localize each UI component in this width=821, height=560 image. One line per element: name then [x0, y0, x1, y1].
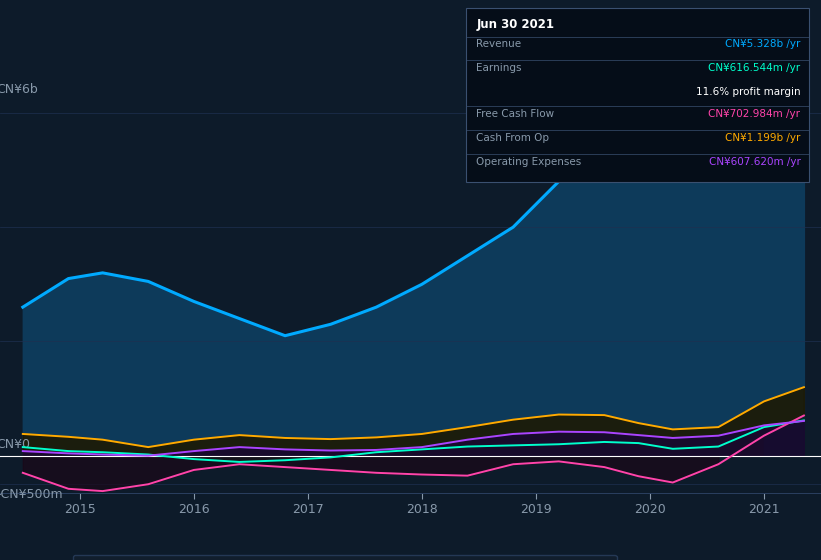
Text: CN¥616.544m /yr: CN¥616.544m /yr — [709, 63, 800, 73]
Text: CN¥1.199b /yr: CN¥1.199b /yr — [725, 133, 800, 143]
Text: 11.6% profit margin: 11.6% profit margin — [696, 87, 800, 97]
Text: Revenue: Revenue — [476, 39, 521, 49]
Text: Free Cash Flow: Free Cash Flow — [476, 109, 554, 119]
Text: CN¥5.328b /yr: CN¥5.328b /yr — [725, 39, 800, 49]
Text: CN¥607.620m /yr: CN¥607.620m /yr — [709, 157, 800, 167]
Text: Jun 30 2021: Jun 30 2021 — [476, 18, 554, 31]
Legend: Revenue, Earnings, Free Cash Flow, Cash From Op, Operating Expenses: Revenue, Earnings, Free Cash Flow, Cash … — [73, 554, 617, 560]
Text: CN¥6b: CN¥6b — [0, 83, 38, 96]
Text: CN¥702.984m /yr: CN¥702.984m /yr — [709, 109, 800, 119]
Text: Earnings: Earnings — [476, 63, 521, 73]
Text: CN¥0: CN¥0 — [0, 438, 30, 451]
Text: Cash From Op: Cash From Op — [476, 133, 549, 143]
Text: -CN¥500m: -CN¥500m — [0, 488, 62, 502]
Text: Operating Expenses: Operating Expenses — [476, 157, 581, 167]
